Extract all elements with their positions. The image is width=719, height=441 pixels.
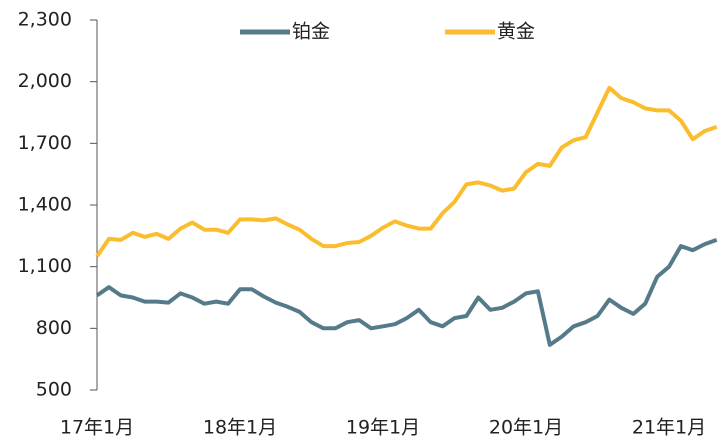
- y-tick-label: 1,400: [18, 194, 72, 216]
- legend-label: 黄金: [497, 21, 535, 43]
- x-tick-label: 18年1月: [203, 417, 277, 439]
- y-tick-label: 800: [36, 317, 72, 339]
- y-tick-label: 2,000: [18, 70, 72, 92]
- y-tick-label: 2,300: [18, 9, 72, 31]
- y-tick-label: 500: [36, 379, 72, 401]
- x-tick-label: 20年1月: [489, 417, 563, 439]
- x-tick-label: 19年1月: [346, 417, 420, 439]
- line-series: [95, 238, 718, 347]
- y-tick-label: 1,100: [18, 255, 72, 277]
- x-tick-label: 21年1月: [632, 417, 706, 439]
- x-tick-label: 17年1月: [60, 417, 134, 439]
- y-tick-label: 1,700: [18, 132, 72, 154]
- line-series: [95, 85, 718, 258]
- legend-label: 铂金: [292, 21, 330, 43]
